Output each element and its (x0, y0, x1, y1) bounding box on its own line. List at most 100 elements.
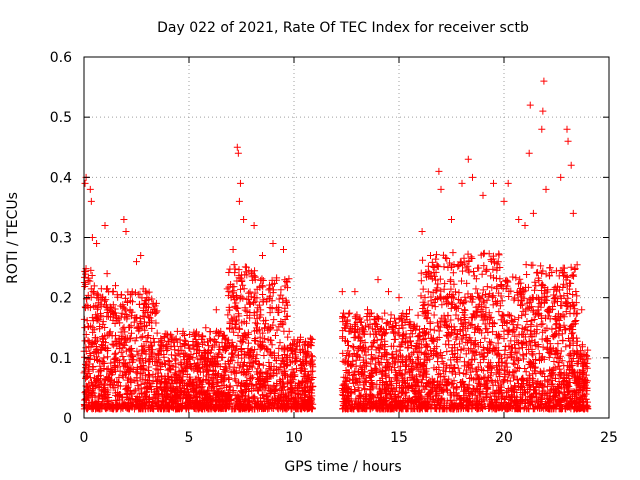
data-point-dense (443, 348, 451, 356)
data-point-dense (511, 294, 519, 302)
data-point-dense (559, 284, 567, 292)
data-point-dense (408, 330, 416, 338)
data-point-dense (228, 315, 236, 323)
data-point-dense (489, 293, 497, 301)
data-point-dense (307, 368, 315, 376)
data-point-dense (513, 337, 521, 345)
data-point-dense (118, 309, 126, 317)
data-point (269, 240, 277, 248)
data-point (101, 221, 109, 229)
data-point-dense (231, 368, 239, 376)
data-point-dense (295, 391, 303, 399)
data-point-dense (81, 337, 89, 345)
data-point-dense (300, 384, 308, 392)
data-point (122, 227, 130, 235)
data-point-dense (548, 325, 556, 333)
data-point-dense (539, 320, 547, 328)
data-point-dense (119, 325, 127, 333)
data-point-dense (339, 309, 347, 317)
data-point (529, 209, 537, 217)
data-point-dense (560, 280, 568, 288)
data-point-dense (248, 363, 256, 371)
data-point (406, 306, 413, 314)
data-point-dense (266, 309, 274, 317)
data-point-dense (81, 324, 89, 332)
data-point-dense (270, 316, 278, 324)
data-point-dense (571, 318, 579, 326)
data-point-dense (171, 369, 179, 377)
data-point-dense (93, 305, 101, 313)
data-point (290, 336, 298, 344)
data-point-dense (487, 338, 495, 346)
data-point-dense (84, 336, 92, 344)
data-point-dense (451, 303, 459, 311)
data-point-dense (124, 363, 132, 371)
data-point-dense (514, 364, 522, 372)
data-point-dense (387, 311, 395, 319)
points-layer (80, 77, 592, 413)
data-point-dense (363, 316, 371, 324)
data-point-dense (82, 395, 90, 403)
data-point-dense (271, 332, 279, 340)
data-point-dense (225, 268, 233, 276)
data-point-dense (486, 340, 494, 348)
data-point-dense (504, 330, 512, 338)
data-point-dense (134, 382, 142, 390)
data-point (490, 179, 497, 187)
data-point-dense (523, 318, 531, 326)
data-point (435, 167, 443, 175)
data-point-dense (430, 326, 438, 334)
data-point-dense (457, 277, 465, 285)
data-point-dense (560, 321, 568, 329)
data-point-dense (430, 311, 438, 319)
data-point-dense (223, 285, 231, 293)
data-point-dense (413, 364, 421, 372)
data-point-dense (107, 359, 115, 367)
data-point-dense (483, 393, 491, 401)
data-point-dense (537, 321, 545, 329)
data-point (521, 221, 529, 229)
data-point-dense (470, 341, 478, 349)
data-point-dense (435, 327, 443, 335)
data-point-dense (462, 370, 470, 378)
data-point-dense (307, 352, 315, 360)
data-point-dense (281, 282, 289, 290)
data-point-dense (579, 369, 587, 377)
data-point-dense (344, 338, 352, 346)
data-point (229, 246, 237, 254)
data-point (569, 209, 577, 217)
data-point-dense (454, 263, 462, 271)
data-point-dense (484, 329, 492, 337)
data-point-dense (405, 321, 413, 329)
data-point (338, 288, 346, 296)
data-point-dense (345, 310, 353, 318)
data-point-dense (432, 255, 440, 263)
data-point-dense (478, 270, 486, 278)
data-point-dense (567, 263, 575, 271)
data-point-dense (391, 319, 399, 327)
data-point-dense (339, 349, 347, 357)
data-point-dense (522, 261, 530, 269)
data-point-dense (378, 315, 386, 323)
data-point-dense (584, 346, 592, 354)
data-point-dense (167, 351, 175, 359)
data-point (418, 227, 426, 235)
data-point (81, 179, 89, 187)
data-point-dense (527, 261, 535, 269)
data-point-dense (259, 329, 267, 337)
data-point-dense (582, 363, 590, 371)
data-point-dense (514, 280, 522, 288)
data-point-dense (443, 332, 451, 340)
data-point-dense (535, 350, 543, 358)
data-point-dense (234, 310, 242, 318)
data-point-dense (568, 272, 576, 280)
data-point (133, 258, 140, 266)
data-point-dense (368, 342, 376, 350)
data-point-dense (255, 360, 263, 368)
data-point-dense (395, 315, 403, 323)
data-point (137, 252, 145, 260)
data-point (234, 149, 242, 157)
data-point-dense (105, 331, 113, 339)
data-point-dense (496, 302, 504, 310)
